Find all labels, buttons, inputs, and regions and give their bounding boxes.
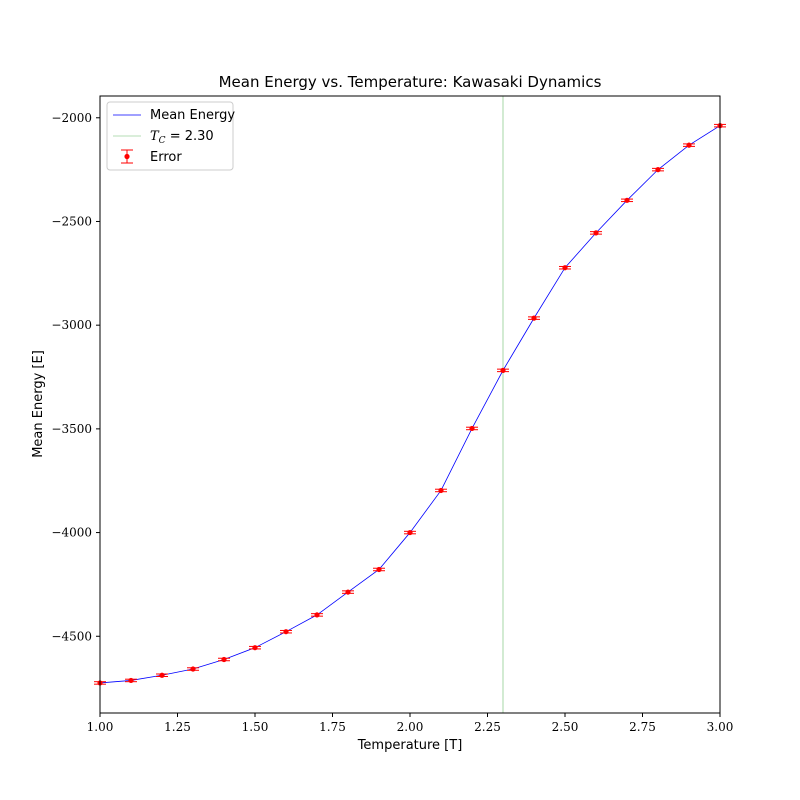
error-point — [187, 666, 199, 672]
data-point — [221, 656, 227, 663]
y-tick-label: −4000 — [51, 526, 92, 540]
data-point — [252, 645, 258, 651]
error-point — [683, 142, 695, 148]
y-tick-label: −3500 — [51, 422, 92, 436]
error-point — [590, 230, 602, 236]
x-tick-label: 2.75 — [629, 720, 656, 734]
legend-tc-value: = 2.30 — [166, 129, 214, 144]
x-axis: 1.00 1.25 1.50 1.75 2.00 2.25 2.50 2.75 3.00 — [87, 713, 734, 734]
data-point — [190, 666, 196, 672]
error-point — [311, 612, 323, 618]
error-point — [466, 425, 478, 432]
data-point — [345, 589, 351, 595]
x-tick-label: 2.50 — [552, 720, 579, 734]
data-point — [624, 197, 630, 203]
legend-tc-symbol: T — [150, 129, 160, 144]
error-point — [280, 629, 292, 635]
legend-error-marker — [124, 153, 130, 160]
data-point — [686, 142, 692, 148]
data-point — [562, 265, 568, 271]
chart-title: Mean Energy vs. Temperature: Kawasaki Dy… — [219, 73, 602, 91]
y-tick-label: −2500 — [51, 214, 92, 228]
error-point — [652, 167, 664, 173]
x-tick-label: 1.00 — [87, 720, 114, 734]
y-tick-label: −4500 — [51, 629, 92, 643]
plot-area — [94, 96, 726, 713]
x-tick-label: 3.00 — [707, 720, 734, 734]
data-point — [314, 612, 320, 618]
y-tick-label: −3000 — [51, 318, 92, 332]
legend-tc-subscript: C — [159, 136, 166, 146]
error-point — [342, 589, 354, 595]
error-point — [559, 265, 571, 271]
data-point — [376, 566, 382, 573]
error-point — [528, 315, 540, 321]
data-point — [159, 672, 165, 678]
x-tick-label: 1.50 — [242, 720, 269, 734]
error-point — [373, 566, 385, 573]
legend-error-label: Error — [150, 150, 182, 165]
legend: Mean Energy TC = 2.30 Error — [106, 101, 235, 171]
error-point — [218, 656, 230, 663]
data-point — [128, 677, 134, 684]
data-point — [593, 230, 599, 236]
legend-error-swatch — [121, 149, 133, 164]
error-point — [435, 487, 447, 494]
data-point — [469, 425, 475, 432]
x-tick-label: 1.25 — [164, 720, 191, 734]
data-point — [283, 629, 289, 635]
x-axis-label: Temperature [T] — [357, 738, 463, 753]
x-tick-label: 2.25 — [474, 720, 501, 734]
error-point — [249, 645, 261, 651]
legend-box — [106, 101, 234, 171]
error-point — [125, 677, 137, 684]
error-point — [621, 197, 633, 203]
legend-tc-label: TC = 2.30 — [150, 129, 214, 146]
legend-mean-energy-label: Mean Energy — [150, 108, 235, 123]
data-point — [407, 529, 413, 536]
y-axis-label: Mean Energy [E] — [31, 350, 46, 458]
error-point — [156, 672, 168, 678]
y-axis: −4500 −4000 −3500 −3000 −2500 −2000 — [51, 111, 100, 643]
error-point — [497, 367, 509, 373]
x-tick-label: 1.75 — [319, 720, 346, 734]
error-point — [404, 529, 416, 536]
data-point — [655, 167, 661, 173]
data-point — [500, 367, 506, 373]
x-tick-label: 2.00 — [397, 720, 424, 734]
y-tick-label: −2000 — [51, 111, 92, 125]
data-point — [531, 315, 537, 321]
data-point — [438, 487, 444, 494]
